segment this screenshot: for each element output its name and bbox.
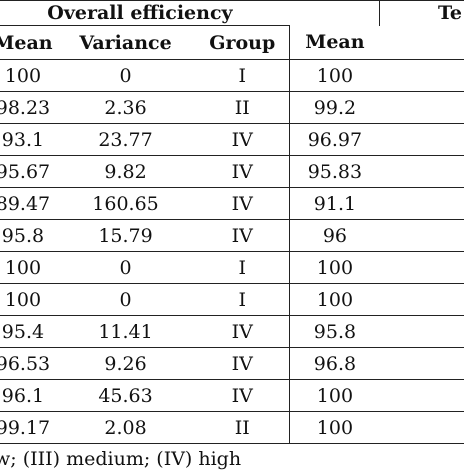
cell-group: IV: [195, 347, 290, 380]
cell-mean-2: 95.83: [289, 155, 380, 188]
table-row: 100 0 I 100: [0, 283, 464, 316]
cell-variance: 9.26: [55, 347, 196, 380]
cell-empty: [379, 411, 464, 444]
cell-group: IV: [195, 123, 290, 156]
column-header-variance: Variance: [55, 25, 196, 60]
cell-empty: [379, 219, 464, 252]
cell-group: IV: [195, 155, 290, 188]
cell-variance: 2.08: [55, 411, 196, 444]
cell-mean-2: 100: [289, 283, 380, 316]
cell-mean: 100: [0, 59, 56, 92]
cell-group: IV: [195, 379, 290, 412]
table-row: 95.4 11.41 IV 95.8: [0, 315, 464, 348]
cell-mean: 98.23: [0, 91, 56, 124]
cell-group: IV: [195, 315, 290, 348]
cell-group: II: [195, 91, 290, 124]
cell-mean: 100: [0, 251, 56, 284]
table-row: 100 0 I 100: [0, 251, 464, 284]
cell-mean-2: 100: [289, 379, 380, 412]
cell-mean: 95.4: [0, 315, 56, 348]
cell-variance: 0: [55, 251, 196, 284]
table-row: 93.1 23.77 IV 96.97: [0, 123, 464, 156]
column-header-mean: Mean: [0, 25, 56, 60]
cell-empty: [379, 347, 464, 380]
cell-variance: 11.41: [55, 315, 196, 348]
cell-group: IV: [195, 219, 290, 252]
table-row: 100 0 I 100: [0, 59, 464, 92]
cell-variance: 45.63: [55, 379, 196, 412]
cell-variance: 9.82: [55, 155, 196, 188]
cell-mean-2: 96.97: [289, 123, 380, 156]
table-row: 96.53 9.26 IV 96.8: [0, 347, 464, 380]
cell-empty: [379, 379, 464, 412]
cell-empty: [379, 123, 464, 156]
cell-group: I: [195, 59, 290, 92]
cell-variance: 15.79: [55, 219, 196, 252]
cell-mean: 99.17: [0, 411, 56, 444]
table-row: 98.23 2.36 II 99.2: [0, 91, 464, 124]
cell-variance: 0: [55, 59, 196, 92]
cell-mean-2: 91.1: [289, 187, 380, 220]
cell-mean-2: 96: [289, 219, 380, 252]
cell-variance: 23.77: [55, 123, 196, 156]
cell-mean: 96.53: [0, 347, 56, 380]
cell-mean: 93.1: [0, 123, 56, 156]
cell-mean-2: 100: [289, 59, 380, 92]
cell-empty: [379, 283, 464, 316]
cell-mean: 96.1: [0, 379, 56, 412]
cell-empty: [379, 315, 464, 348]
group-header-overall: Overall efficiency: [0, 0, 290, 26]
cell-mean: 95.67: [0, 155, 56, 188]
efficiency-table: Overall efficiency Te Mean Variance Grou…: [0, 0, 464, 444]
column-header-mean-2: Mean: [289, 25, 380, 60]
cell-mean: 89.47: [0, 187, 56, 220]
table-body: 100 0 I 100 98.23 2.36 II 99.2 93.1 23.77 IV 96.97 9…: [0, 59, 464, 444]
cell-empty: [379, 155, 464, 188]
cell-empty: [379, 59, 464, 92]
column-header-group: Group: [195, 25, 290, 60]
table-row: 96.1 45.63 IV 100: [0, 379, 464, 412]
cell-mean-2: 100: [289, 251, 380, 284]
cell-empty: [379, 251, 464, 284]
table-row: 95.67 9.82 IV 95.83: [0, 155, 464, 188]
table-row: 95.8 15.79 IV 96: [0, 219, 464, 252]
cell-group: IV: [195, 187, 290, 220]
cell-variance: 0: [55, 283, 196, 316]
cell-empty: [379, 187, 464, 220]
table-footnote: w; (III) medium; (IV) high: [0, 448, 242, 470]
group-header-second: Te: [379, 0, 464, 26]
cell-group: I: [195, 251, 290, 284]
cell-mean-2: 95.8: [289, 315, 380, 348]
cell-mean: 100: [0, 283, 56, 316]
cell-variance: 2.36: [55, 91, 196, 124]
table-row: 89.47 160.65 IV 91.1: [0, 187, 464, 220]
table-row: 99.17 2.08 II 100: [0, 411, 464, 444]
cell-mean-2: 100: [289, 411, 380, 444]
cell-empty: [379, 91, 464, 124]
cell-mean-2: 96.8: [289, 347, 380, 380]
cell-group: II: [195, 411, 290, 444]
cell-mean: 95.8: [0, 219, 56, 252]
cell-variance: 160.65: [55, 187, 196, 220]
cell-group: I: [195, 283, 290, 316]
cell-mean-2: 99.2: [289, 91, 380, 124]
